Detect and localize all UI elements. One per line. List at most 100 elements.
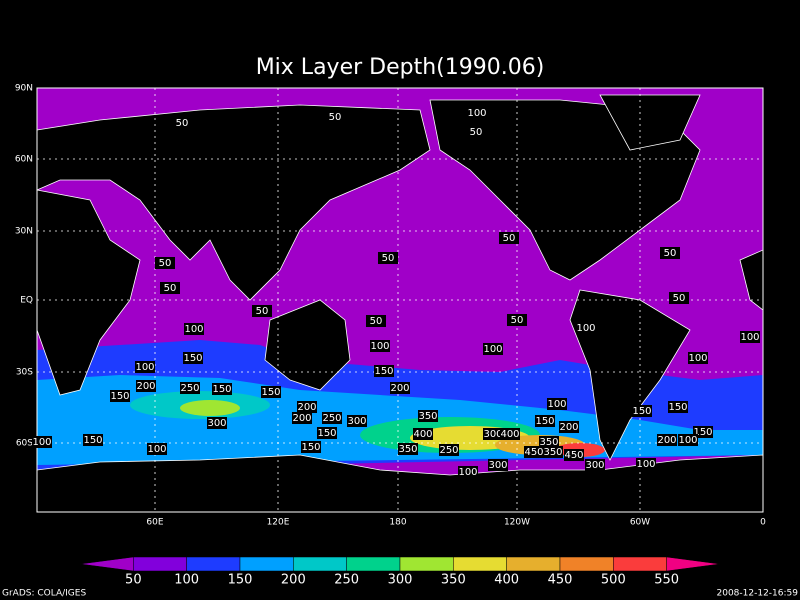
contour-label: 50 — [256, 306, 269, 317]
colorbar-swatch — [133, 556, 187, 572]
contour-label: 50 — [382, 253, 395, 264]
contour-label: 100 — [147, 444, 166, 455]
colorbar-swatch — [79, 556, 134, 572]
contour-label: 350 — [398, 444, 417, 455]
label-bg — [398, 443, 418, 455]
contour-label: 100 — [636, 459, 655, 470]
label-bg — [370, 340, 390, 352]
label-bg — [688, 352, 708, 364]
label-bg — [564, 449, 584, 461]
contour-label: 400 — [500, 429, 519, 440]
contour-label: 150 — [632, 406, 651, 417]
land — [36, 94, 764, 513]
contour-label: 250 — [180, 383, 199, 394]
contour-label: 350 — [418, 411, 437, 422]
colorbar-swatch — [506, 556, 561, 572]
label-bg — [668, 401, 688, 413]
label-bg — [110, 390, 130, 402]
colorbar-swatch — [293, 556, 347, 572]
label-bg — [292, 412, 312, 424]
contour-label: 450 — [564, 450, 583, 461]
contour-label: 100 — [688, 353, 707, 364]
lat-label: 30N — [15, 227, 33, 237]
colorbar-swatch — [399, 556, 454, 572]
label-bg — [183, 352, 203, 364]
contour-label: 350 — [539, 437, 558, 448]
contour-label: 50 — [329, 112, 342, 123]
contour-label: 50 — [159, 258, 172, 269]
lat-label: EQ — [20, 296, 33, 306]
colorbar-swatch — [186, 556, 241, 572]
contour-label: 150 — [110, 391, 129, 402]
label-bg — [547, 398, 567, 410]
label-bg — [252, 305, 272, 317]
label-bg — [458, 466, 478, 478]
contour-label: 150 — [183, 353, 202, 364]
colorbar-label: 400 — [494, 573, 519, 588]
colorbar-label: 150 — [228, 573, 253, 588]
label-bg — [207, 417, 227, 429]
label-bg — [301, 441, 321, 453]
label-bg — [488, 459, 508, 471]
contour-label: 150 — [212, 384, 231, 395]
label-bg — [147, 443, 167, 455]
label-bg — [439, 444, 459, 456]
label-bg — [669, 292, 689, 304]
label-bg — [507, 314, 527, 326]
contour-label: 200 — [292, 413, 311, 424]
label-bg — [317, 427, 337, 439]
label-bg — [297, 401, 317, 413]
contour-label: 450 — [524, 447, 543, 458]
contour-label: 100 — [547, 399, 566, 410]
contour-label: 200 — [657, 435, 676, 446]
label-bg — [539, 436, 559, 448]
label-bg — [660, 247, 680, 259]
contour-label: 300 — [585, 460, 604, 471]
contour-label: 300 — [207, 418, 226, 429]
contour-label: 50 — [503, 233, 516, 244]
label-bg — [160, 282, 180, 294]
label-bg — [678, 434, 698, 446]
contour-label: 150 — [535, 416, 554, 427]
label-bg — [483, 428, 503, 440]
contour-label: 50 — [511, 315, 524, 326]
lat-label: 90N — [15, 84, 33, 94]
label-bg — [466, 126, 486, 138]
contour-label: 50 — [470, 127, 483, 138]
label-bg — [261, 386, 281, 398]
lat-label: 60N — [15, 155, 33, 165]
label-bg — [467, 107, 487, 119]
label-bg — [740, 331, 760, 343]
colorbar-label: 350 — [441, 573, 466, 588]
contour-label: 200 — [297, 402, 316, 413]
label-bg — [543, 446, 563, 458]
label-bg — [374, 365, 394, 377]
contour-label: 50 — [176, 118, 189, 129]
contour-label: 50 — [164, 283, 177, 294]
contour-label: 400 — [413, 429, 432, 440]
contour-label: 150 — [668, 402, 687, 413]
label-bg — [636, 458, 656, 470]
colorbar-swatch — [613, 556, 667, 572]
contour-label: 200 — [136, 381, 155, 392]
contour-label: 100 — [370, 341, 389, 352]
label-bg — [413, 428, 433, 440]
contour-label: 300 — [347, 416, 366, 427]
colorbar-swatch — [346, 556, 401, 572]
label-bg — [135, 361, 155, 373]
map-area — [36, 87, 764, 513]
contour-label: 300 — [488, 460, 507, 471]
patch — [180, 400, 240, 416]
lon-label: 0 — [760, 518, 766, 528]
contour-label: 100 — [483, 344, 502, 355]
colorbar-label: 300 — [388, 573, 413, 588]
contour-label: 50 — [673, 293, 686, 304]
label-bg — [576, 322, 596, 334]
label-bg — [500, 428, 520, 440]
lon-label: 180 — [389, 518, 406, 528]
colorbar-label: 200 — [281, 573, 306, 588]
footer-right: 2008-12-12-16:59 — [717, 589, 799, 599]
label-bg — [418, 410, 438, 422]
contour-label: 200 — [559, 422, 578, 433]
